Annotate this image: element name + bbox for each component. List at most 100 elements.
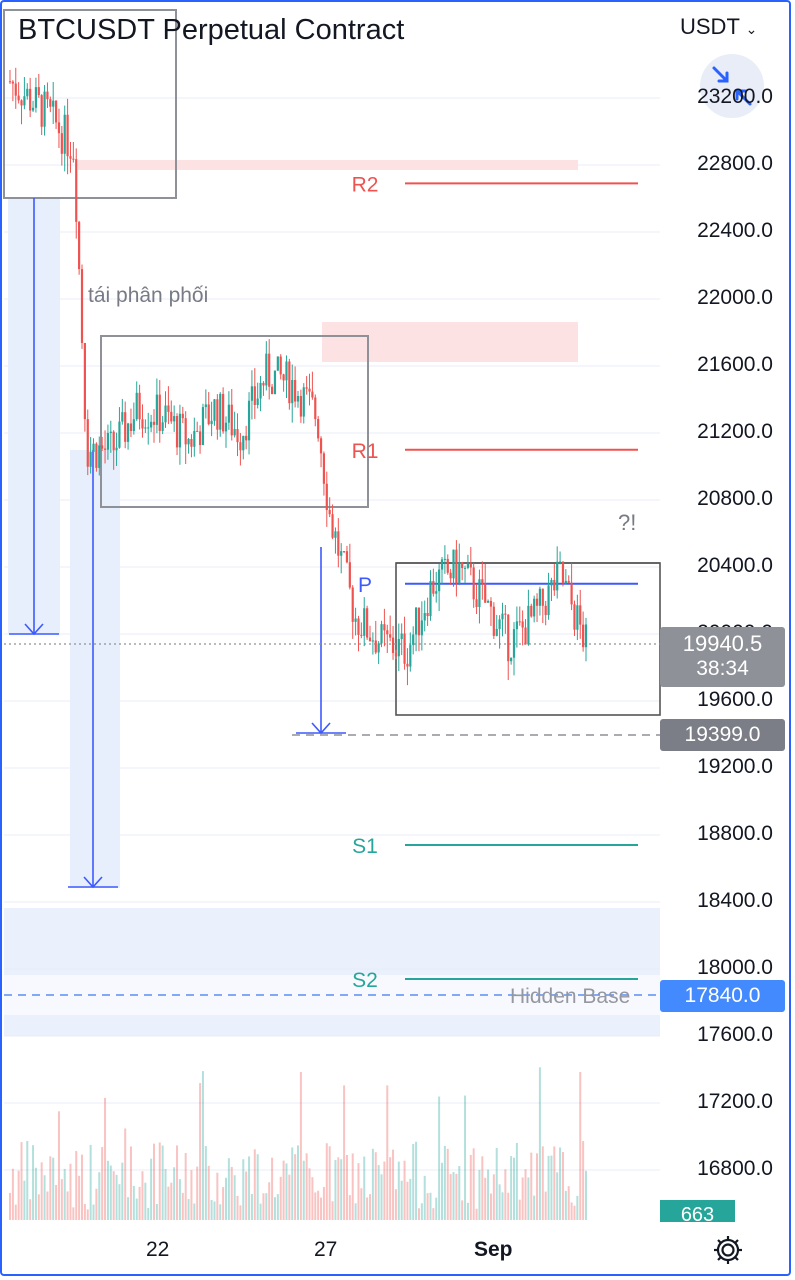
candle-body bbox=[351, 587, 354, 622]
volume-bar bbox=[455, 1173, 458, 1220]
volume-bar bbox=[351, 1153, 354, 1220]
volume-bar bbox=[550, 1155, 553, 1220]
candle-body bbox=[461, 562, 464, 569]
volume-bar bbox=[210, 1199, 213, 1220]
currency-selector[interactable]: USDT ⌄ bbox=[680, 14, 757, 40]
volume-bar bbox=[204, 1146, 207, 1220]
volume-bar bbox=[242, 1159, 245, 1220]
last-price-value: 19940.5 bbox=[682, 631, 763, 656]
candle-body bbox=[92, 443, 95, 452]
candle-body bbox=[305, 387, 308, 389]
volume-value: 663 bbox=[680, 1204, 715, 1222]
volume-bar bbox=[216, 1172, 219, 1220]
volume-tag: 663 bbox=[660, 1200, 735, 1222]
candle-body bbox=[69, 156, 72, 159]
volume-bar bbox=[366, 1197, 369, 1220]
candle-body bbox=[374, 640, 377, 653]
volume-bar bbox=[127, 1197, 130, 1220]
volume-bar bbox=[14, 1204, 17, 1220]
volume-bar bbox=[518, 1199, 521, 1220]
volume-bar bbox=[530, 1152, 533, 1220]
volume-bar bbox=[57, 1111, 60, 1220]
volume-bar bbox=[11, 1168, 14, 1220]
volume-bar bbox=[369, 1194, 371, 1220]
volume-bar bbox=[343, 1085, 346, 1220]
price-axis-tick: 18000.0 bbox=[697, 956, 773, 979]
candle-body bbox=[285, 361, 288, 381]
volume-bar bbox=[484, 1177, 487, 1220]
settings-button[interactable] bbox=[712, 1234, 744, 1266]
redistribution-label[interactable]: tái phân phối bbox=[88, 284, 209, 307]
volume-bar bbox=[521, 1177, 524, 1220]
volume-bar bbox=[441, 1162, 443, 1220]
volume-bar bbox=[63, 1168, 66, 1220]
price-axis-tick: 19600.0 bbox=[697, 688, 773, 711]
candle-body bbox=[570, 582, 573, 605]
candle-body bbox=[26, 88, 29, 97]
candle-body bbox=[282, 374, 285, 381]
gear-icon bbox=[714, 1236, 742, 1264]
candle-body bbox=[400, 633, 403, 640]
volume-bar bbox=[176, 1145, 179, 1220]
volume-bar bbox=[380, 1174, 383, 1220]
candle-body bbox=[126, 423, 130, 442]
candle-body bbox=[314, 397, 317, 420]
volume-bar bbox=[66, 1191, 69, 1220]
candle-body bbox=[446, 558, 449, 573]
volume-bar bbox=[288, 1174, 291, 1220]
volume-bar bbox=[285, 1163, 288, 1220]
price-axis-tick: 19200.0 bbox=[697, 755, 773, 778]
volume-bar bbox=[153, 1143, 155, 1220]
candle-body bbox=[173, 416, 176, 422]
candle-body bbox=[245, 435, 248, 441]
price-axis-tick: 22800.0 bbox=[697, 152, 773, 175]
volume-bar bbox=[498, 1184, 501, 1220]
candle-body bbox=[363, 608, 366, 636]
volume-bar bbox=[213, 1201, 216, 1220]
candle-body bbox=[253, 386, 256, 405]
resistance-zone-upper bbox=[78, 160, 578, 170]
candle-body bbox=[564, 580, 567, 584]
candle-body bbox=[389, 634, 392, 638]
candle-body bbox=[541, 588, 544, 606]
candle-body bbox=[584, 624, 588, 648]
hidden-base-label[interactable]: Hidden Base bbox=[510, 985, 631, 1008]
candle-body bbox=[455, 549, 458, 584]
volume-bar bbox=[299, 1071, 302, 1220]
candle-body bbox=[54, 100, 58, 123]
volume-bar bbox=[106, 1160, 109, 1220]
chart-title: BTCUSDT Perpetual Contract bbox=[18, 14, 405, 46]
price-axis-tick: 23200.0 bbox=[697, 85, 773, 108]
candle-body bbox=[89, 451, 92, 467]
candle-body bbox=[368, 637, 372, 642]
collapse-button[interactable] bbox=[700, 54, 764, 118]
volume-bar bbox=[95, 1188, 98, 1220]
candle-body bbox=[8, 81, 12, 83]
candle-body bbox=[270, 386, 274, 395]
candle-body bbox=[429, 581, 432, 617]
candle-body bbox=[463, 567, 467, 569]
volume-bar bbox=[538, 1067, 541, 1220]
volume-bar bbox=[345, 1154, 348, 1220]
volume-bar bbox=[132, 1185, 135, 1220]
volume-bar bbox=[201, 1071, 204, 1220]
candle-body bbox=[250, 386, 254, 401]
volume-bar bbox=[475, 1208, 478, 1220]
level-label-r1: R1 bbox=[352, 440, 379, 463]
candle-body bbox=[43, 91, 46, 127]
candle-body bbox=[527, 605, 530, 645]
volume-bar bbox=[423, 1175, 426, 1220]
candle-body bbox=[103, 448, 107, 450]
candle-body bbox=[452, 549, 455, 579]
candle-body bbox=[101, 445, 104, 449]
candle-body bbox=[403, 633, 406, 664]
candle-body bbox=[233, 429, 236, 436]
question-label[interactable]: ?! bbox=[618, 510, 637, 535]
candle-body bbox=[472, 567, 475, 600]
candle-body bbox=[533, 598, 536, 617]
volume-bar bbox=[34, 1167, 37, 1220]
candle-body bbox=[78, 221, 81, 270]
candle-body bbox=[354, 618, 357, 622]
candle-body bbox=[518, 621, 521, 623]
